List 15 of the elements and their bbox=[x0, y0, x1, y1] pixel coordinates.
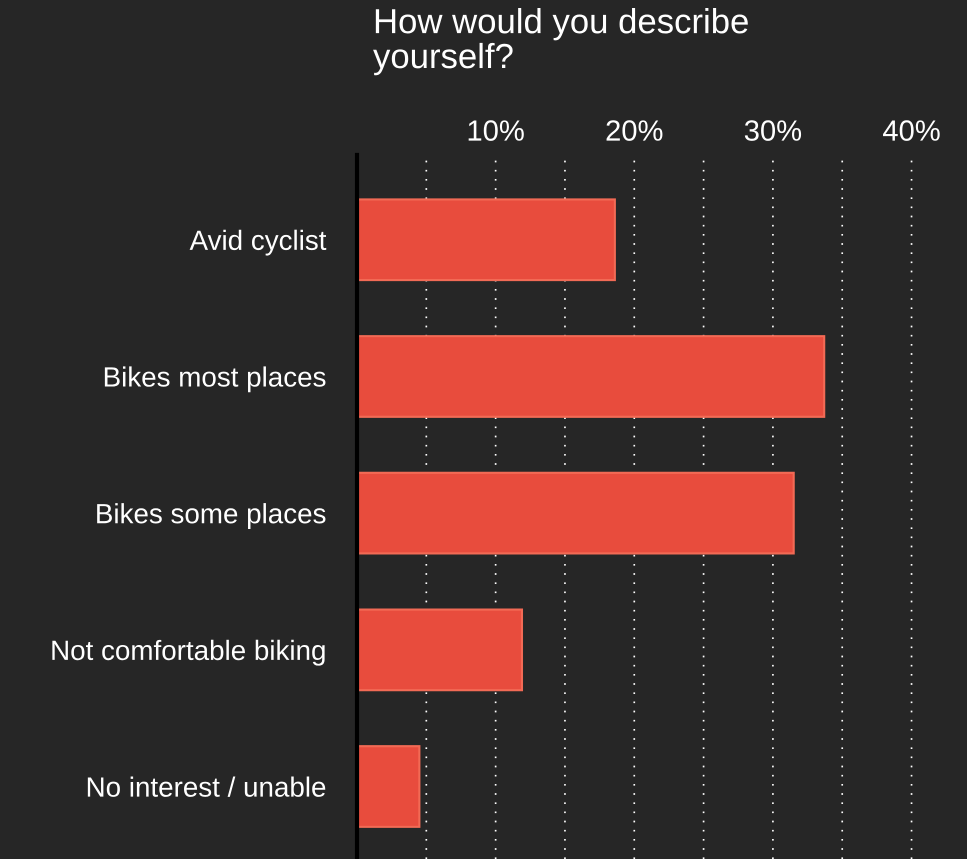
y-tick-label: No interest / unable bbox=[88, 776, 326, 797]
bar bbox=[357, 608, 524, 692]
x-tick-label: 10% bbox=[468, 120, 524, 141]
x-tick-label: 40% bbox=[883, 120, 940, 141]
y-tick-label: Bikes some places bbox=[97, 503, 326, 529]
bar bbox=[357, 198, 616, 282]
chart-title: How would you describe yourself? bbox=[373, 8, 748, 76]
bar bbox=[357, 745, 420, 828]
x-tick-label: 20% bbox=[606, 120, 662, 141]
bar bbox=[357, 335, 826, 418]
y-tick-label: Not comfortable biking bbox=[52, 640, 325, 666]
y-tick-label: Avid cyclist bbox=[190, 230, 326, 256]
y-tick-label: Bikes most places bbox=[104, 366, 326, 392]
x-tick-label: 30% bbox=[744, 120, 802, 141]
bar bbox=[357, 472, 795, 555]
